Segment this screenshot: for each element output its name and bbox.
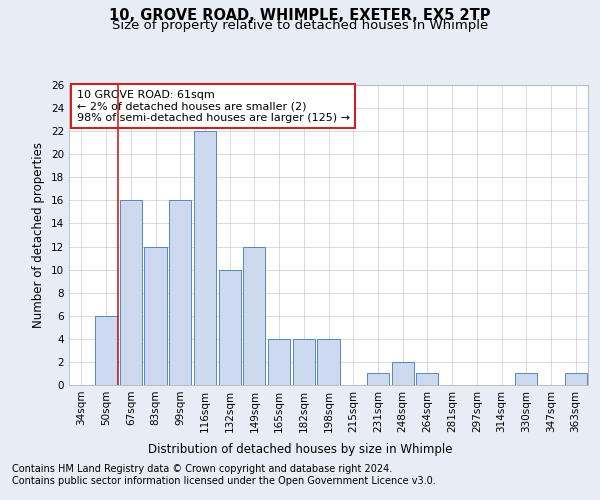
Bar xyxy=(119,200,142,385)
Bar xyxy=(268,339,290,385)
Bar xyxy=(169,200,191,385)
Text: 10 GROVE ROAD: 61sqm
← 2% of detached houses are smaller (2)
98% of semi-detache: 10 GROVE ROAD: 61sqm ← 2% of detached ho… xyxy=(77,90,350,122)
Bar xyxy=(367,374,389,385)
Bar xyxy=(293,339,315,385)
Bar xyxy=(515,374,538,385)
Bar xyxy=(95,316,117,385)
Bar xyxy=(317,339,340,385)
Text: Distribution of detached houses by size in Whimple: Distribution of detached houses by size … xyxy=(148,442,452,456)
Bar xyxy=(392,362,414,385)
Y-axis label: Number of detached properties: Number of detached properties xyxy=(32,142,46,328)
Bar xyxy=(145,246,167,385)
Text: Contains public sector information licensed under the Open Government Licence v3: Contains public sector information licen… xyxy=(12,476,436,486)
Bar xyxy=(218,270,241,385)
Text: 10, GROVE ROAD, WHIMPLE, EXETER, EX5 2TP: 10, GROVE ROAD, WHIMPLE, EXETER, EX5 2TP xyxy=(109,8,491,22)
Bar xyxy=(243,246,265,385)
Bar xyxy=(565,374,587,385)
Text: Contains HM Land Registry data © Crown copyright and database right 2024.: Contains HM Land Registry data © Crown c… xyxy=(12,464,392,474)
Bar xyxy=(416,374,439,385)
Text: Size of property relative to detached houses in Whimple: Size of property relative to detached ho… xyxy=(112,18,488,32)
Bar xyxy=(194,131,216,385)
